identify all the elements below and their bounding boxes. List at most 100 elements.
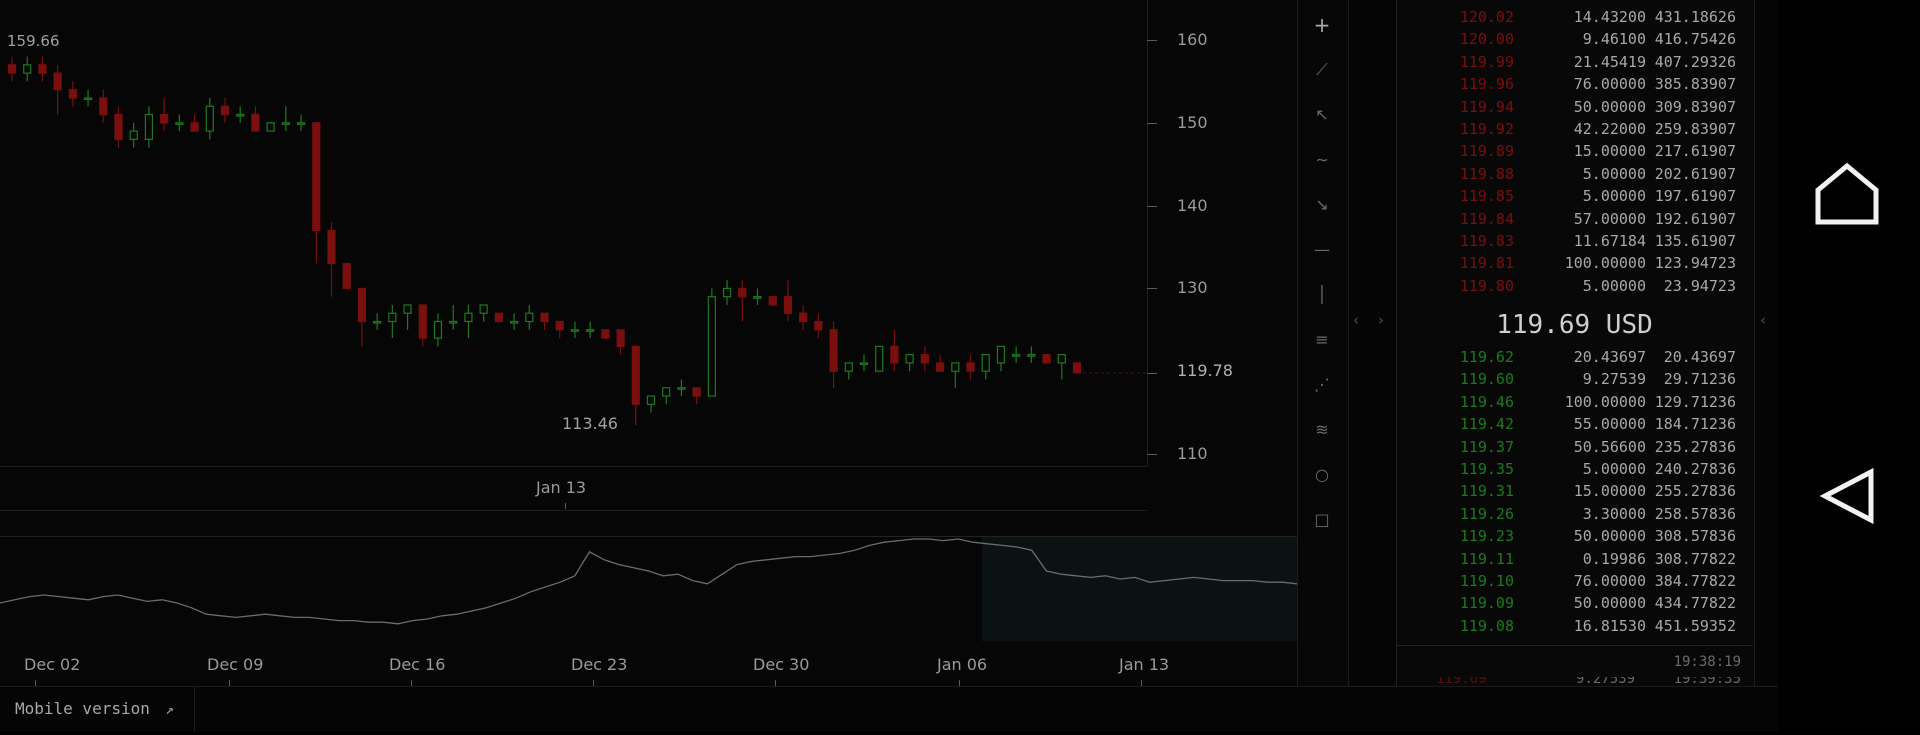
ask-amount: 21.45419 xyxy=(1573,52,1646,71)
ask-price: 119.89 xyxy=(1459,142,1514,161)
navigator-time-tick xyxy=(35,680,36,686)
candle-body xyxy=(692,387,701,397)
trend-line-icon[interactable]: ⟋ xyxy=(1316,60,1328,79)
ask-row[interactable]: 119.99 21.45419 407.29326 xyxy=(1396,51,1753,73)
mobile-version-link[interactable]: Mobile version ↗ xyxy=(0,686,195,731)
fibonacci-icon[interactable]: ≋ xyxy=(1315,420,1329,439)
ask-row[interactable]: 119.81 100.00000 123.94723 xyxy=(1396,252,1753,274)
bid-sum: 434.77822 xyxy=(1654,594,1736,613)
candle xyxy=(966,354,975,380)
candle xyxy=(753,288,762,305)
ray-icon[interactable]: ↖ xyxy=(1315,105,1329,124)
bid-row[interactable]: 119.09 50.00000 434.77822 xyxy=(1396,592,1753,614)
ask-row[interactable]: 119.96 76.00000 385.83907 xyxy=(1396,73,1753,95)
back-icon[interactable] xyxy=(1819,467,1874,525)
bid-row[interactable]: 119.10 76.00000 384.77822 xyxy=(1396,570,1753,592)
bid-row[interactable]: 119.26 3.30000 258.57836 xyxy=(1396,503,1753,525)
time-axis xyxy=(0,466,1147,511)
bid-price: 119.62 xyxy=(1459,348,1514,366)
candle xyxy=(99,89,108,123)
ask-sum: 309.83907 xyxy=(1654,97,1736,116)
parallel-lines-icon[interactable]: ≡ xyxy=(1315,330,1329,349)
bid-amount: 20.43697 xyxy=(1573,348,1646,366)
bid-row[interactable]: 119.23 50.00000 308.57836 xyxy=(1396,525,1753,547)
last-price-tick xyxy=(1147,373,1157,375)
bid-amount: 5.00000 xyxy=(1582,460,1646,478)
candle-body xyxy=(403,304,412,314)
ask-row[interactable]: 119.83 11.67184 135.61907 xyxy=(1396,230,1753,252)
collapse-right-icon[interactable]: › xyxy=(1378,311,1384,329)
collapse-left-icon[interactable]: ‹ xyxy=(1353,311,1359,329)
circle-icon[interactable]: ○ xyxy=(1315,465,1329,484)
ask-amount: 100.00000 xyxy=(1564,254,1646,273)
candle-body xyxy=(68,89,77,99)
candle-body xyxy=(1042,354,1051,364)
bid-row[interactable]: 119.08 16.81530 451.59352 xyxy=(1396,615,1753,637)
arrow-icon[interactable]: ↘ xyxy=(1315,195,1329,214)
fan-icon[interactable]: ⋰ xyxy=(1314,375,1330,394)
horizontal-line-icon[interactable]: — xyxy=(1314,240,1330,259)
candle xyxy=(631,345,640,426)
candle-body xyxy=(418,304,427,339)
bid-row[interactable]: 119.60 9.27539 29.71236 xyxy=(1396,368,1753,390)
candle-body xyxy=(494,312,503,323)
ask-row[interactable]: 119.88 5.00000 202.61907 xyxy=(1396,163,1753,185)
candle xyxy=(220,97,230,123)
candle xyxy=(479,304,488,322)
bid-row[interactable]: 119.35 5.00000 240.27836 xyxy=(1396,458,1753,480)
candle xyxy=(799,304,808,330)
ask-row[interactable]: 120.02 14.43200 431.18626 xyxy=(1396,6,1753,28)
ask-amount: 42.22000 xyxy=(1573,120,1646,138)
candle xyxy=(905,354,914,372)
candle xyxy=(373,313,382,330)
candle-body xyxy=(981,354,990,372)
candle-body xyxy=(53,72,62,91)
home-icon[interactable] xyxy=(1815,162,1879,225)
candle-body xyxy=(464,312,473,323)
bid-row[interactable]: 119.62 20.43697 20.43697 xyxy=(1396,346,1753,368)
ask-row[interactable]: 119.80 5.00000 23.94723 xyxy=(1396,275,1753,297)
ask-row[interactable]: 119.92 42.22000 259.83907 xyxy=(1396,118,1753,140)
candle xyxy=(692,387,701,405)
bid-sum: 235.27836 xyxy=(1654,437,1736,456)
ask-row[interactable]: 119.85 5.00000 197.61907 xyxy=(1396,185,1753,207)
vertical-line-icon[interactable]: │ xyxy=(1317,285,1327,304)
candle-body xyxy=(114,113,123,140)
price-axis-label: 130 xyxy=(1177,278,1208,298)
candle xyxy=(996,345,1006,372)
navigator-selection[interactable] xyxy=(982,537,1297,642)
bid-amount: 50.00000 xyxy=(1573,527,1646,546)
navigator-time-label: Dec 02 xyxy=(24,655,81,674)
candle xyxy=(388,304,397,339)
candle xyxy=(342,262,351,289)
orderbook-panel xyxy=(1396,0,1755,686)
candle xyxy=(935,354,945,372)
square-icon[interactable]: □ xyxy=(1314,510,1330,529)
ask-price: 119.80 xyxy=(1459,276,1514,295)
bid-row[interactable]: 119.42 55.00000 184.71236 xyxy=(1396,413,1753,435)
ask-row[interactable]: 120.00 9.46100 416.75426 xyxy=(1396,28,1753,50)
crosshair-icon[interactable]: + xyxy=(1313,13,1331,37)
navigator[interactable] xyxy=(0,536,1298,643)
candle-body xyxy=(905,354,914,364)
ask-row[interactable]: 119.94 50.00000 309.83907 xyxy=(1396,96,1753,118)
bid-row[interactable]: 119.37 50.56600 235.27836 xyxy=(1396,436,1753,458)
ask-row[interactable]: 119.84 57.00000 192.61907 xyxy=(1396,208,1753,230)
price-chart[interactable] xyxy=(0,0,1147,466)
bid-row[interactable]: 119.46 100.00000 129.71236 xyxy=(1396,391,1753,413)
time-axis-tick xyxy=(565,503,566,509)
bid-sum: 29.71236 xyxy=(1663,370,1736,389)
bid-sum: 129.71236 xyxy=(1654,392,1736,411)
high-price-label: 159.66 xyxy=(7,32,60,50)
candle-body xyxy=(1027,354,1036,357)
ask-price: 120.00 xyxy=(1459,30,1514,49)
orderbook-collapse-icon[interactable]: ‹ xyxy=(1760,311,1766,329)
bid-row[interactable]: 119.11 0.19986 308.77822 xyxy=(1396,548,1753,570)
navigator-chart[interactable] xyxy=(0,537,1298,642)
ask-row[interactable]: 119.89 15.00000 217.61907 xyxy=(1396,140,1753,162)
candle xyxy=(464,304,473,339)
curve-icon[interactable]: ∼ xyxy=(1315,150,1329,169)
time-axis-label: Jan 13 xyxy=(536,478,587,497)
bid-row[interactable]: 119.31 15.00000 255.27836 xyxy=(1396,480,1753,502)
